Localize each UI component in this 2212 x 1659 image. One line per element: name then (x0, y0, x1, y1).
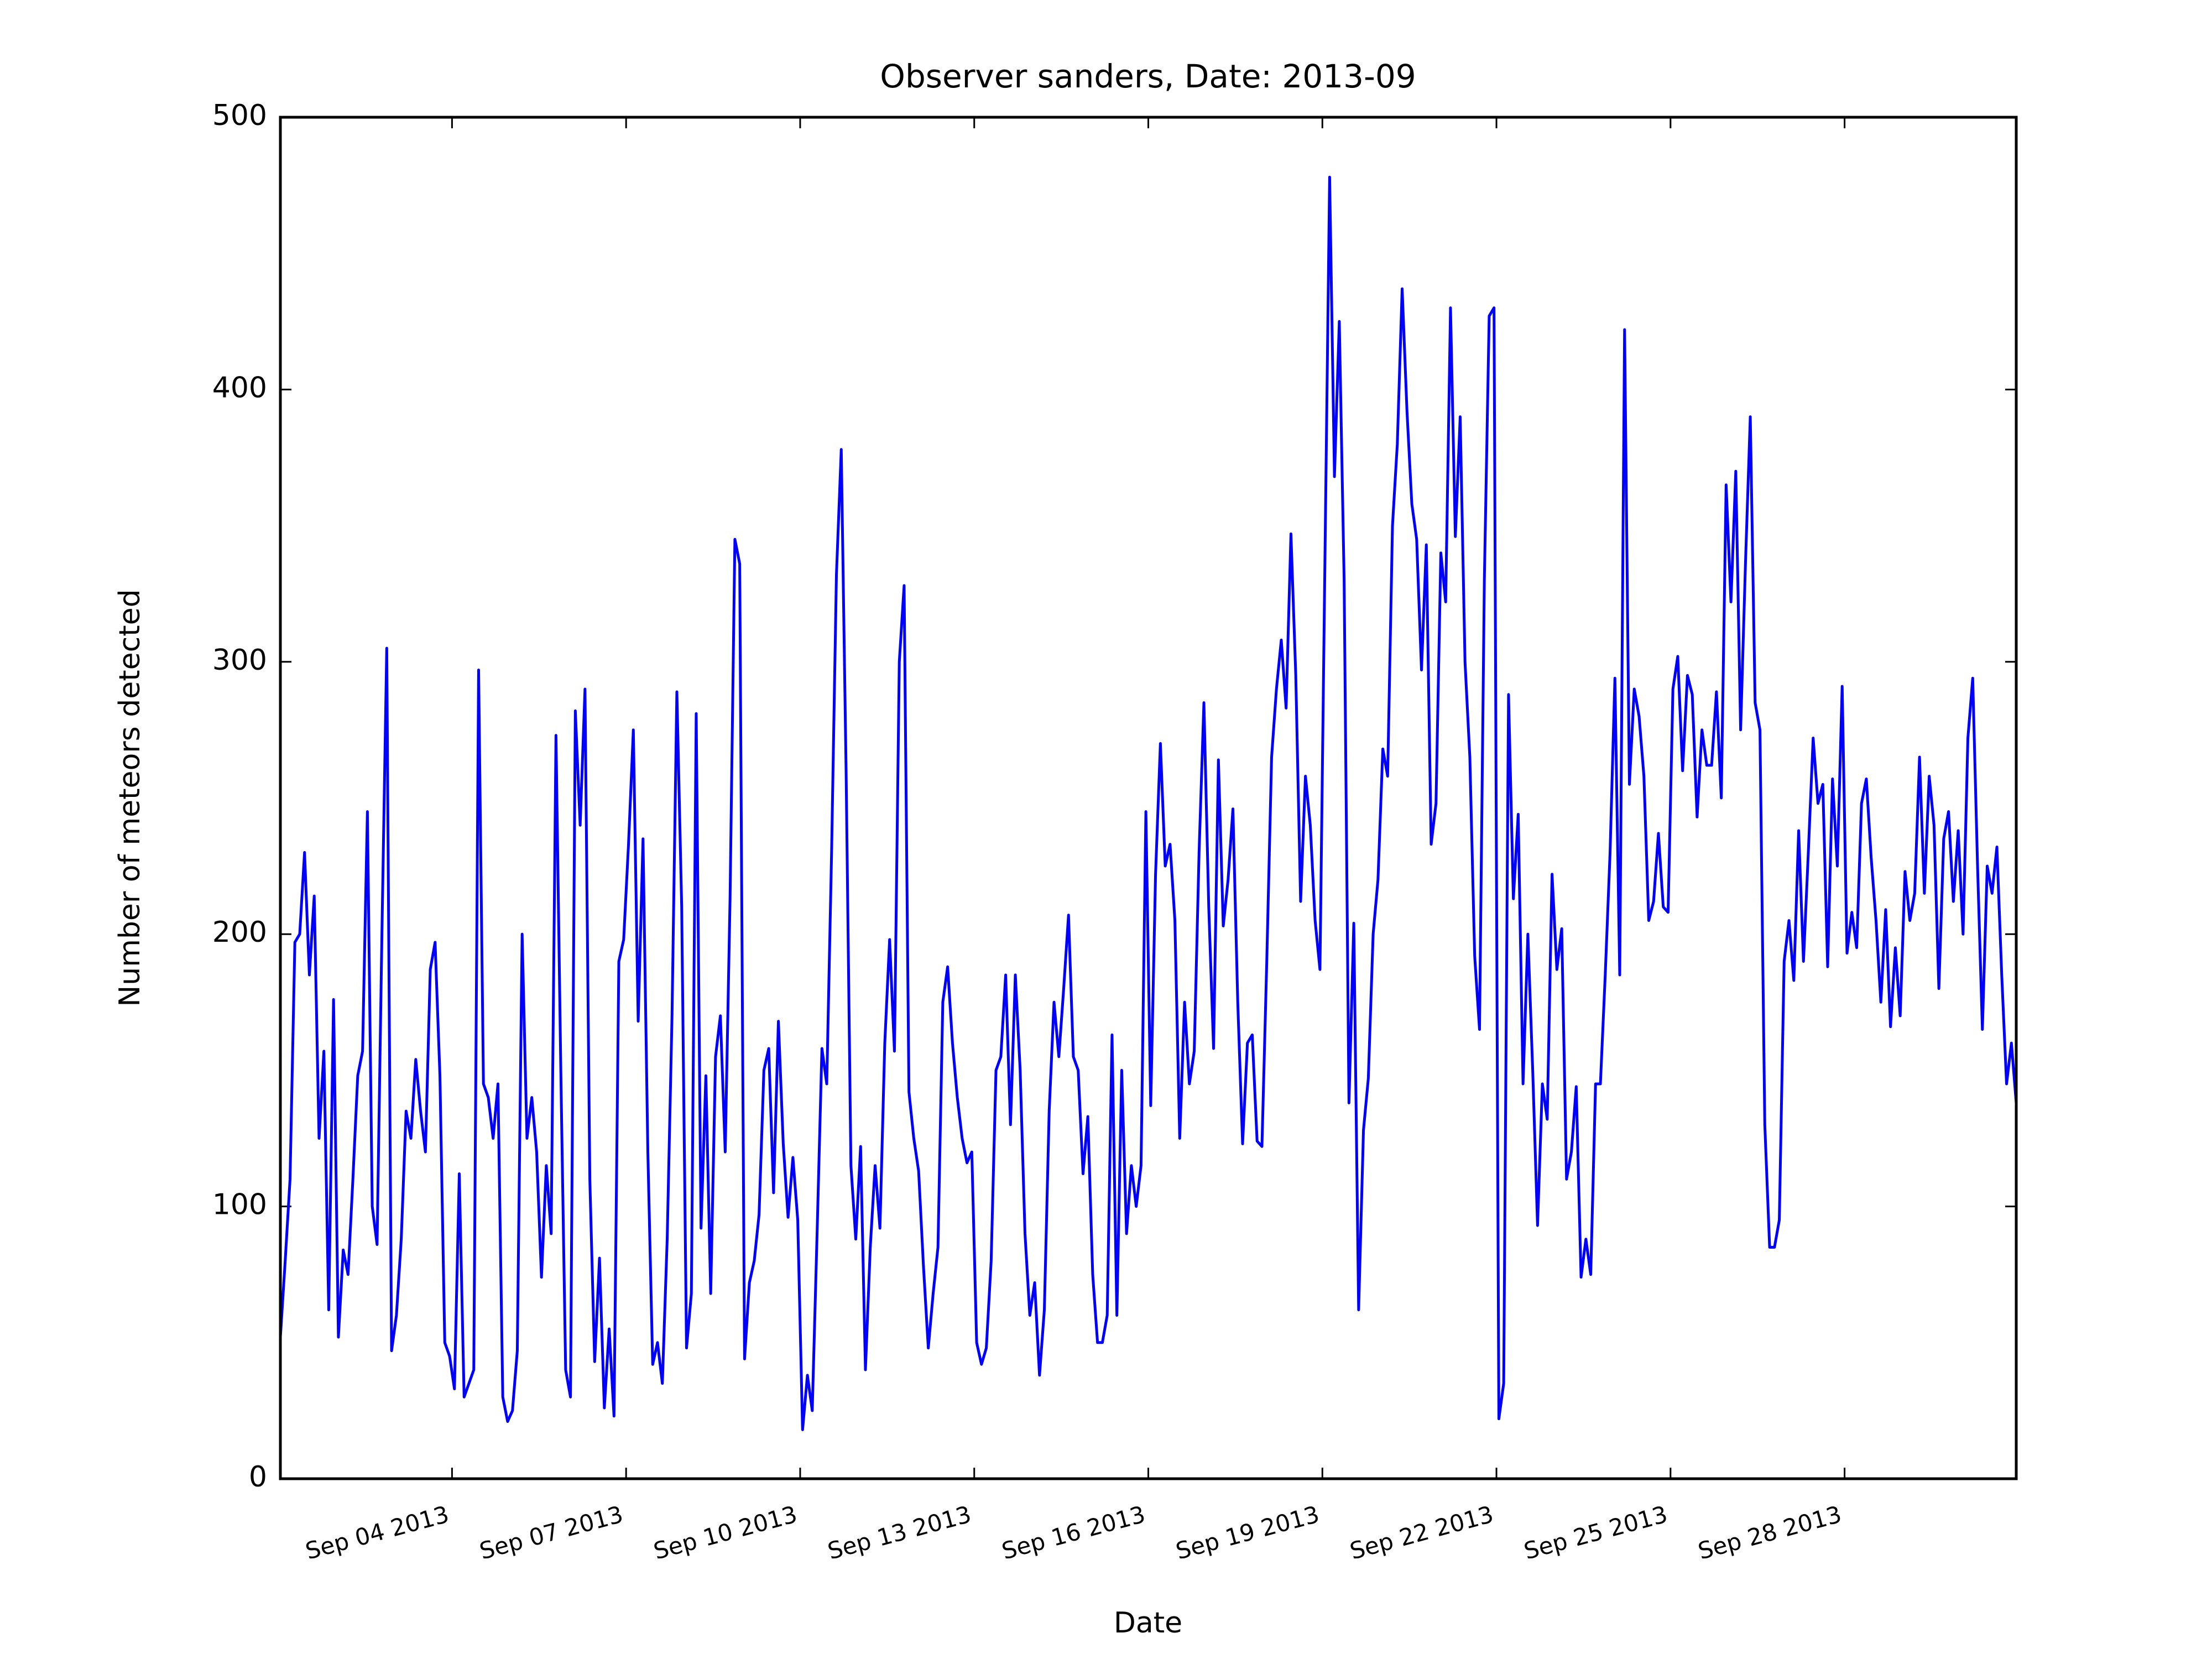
data-line (280, 175, 2016, 1431)
y-axis-label: Number of meteors detected (113, 589, 147, 1006)
y-tick-label: 400 (212, 371, 267, 404)
plot-frame (279, 116, 2018, 1480)
y-tick-label: 100 (212, 1188, 267, 1222)
chart-title: Observer sanders, Date: 2013-09 (880, 58, 1416, 95)
y-tick-label: 500 (212, 99, 267, 132)
x-axis-label: Date (1114, 1606, 1182, 1640)
y-tick-label: 300 (212, 644, 267, 677)
y-tick-label: 200 (212, 916, 267, 949)
y-tick-label: 0 (249, 1460, 267, 1494)
